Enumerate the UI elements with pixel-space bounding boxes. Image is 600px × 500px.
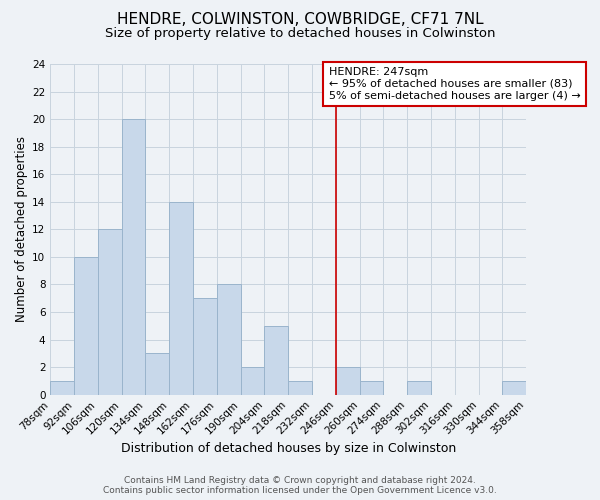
Bar	[193, 298, 217, 394]
X-axis label: Distribution of detached houses by size in Colwinston: Distribution of detached houses by size …	[121, 442, 456, 455]
Bar	[359, 381, 383, 394]
Bar	[217, 284, 241, 395]
Y-axis label: Number of detached properties: Number of detached properties	[15, 136, 28, 322]
Bar	[288, 381, 312, 394]
Bar	[265, 326, 288, 394]
Bar	[145, 354, 169, 395]
Bar	[50, 381, 74, 394]
Bar	[336, 367, 359, 394]
Bar	[98, 230, 122, 394]
Bar	[74, 257, 98, 394]
Text: Contains HM Land Registry data © Crown copyright and database right 2024.
Contai: Contains HM Land Registry data © Crown c…	[103, 476, 497, 495]
Bar	[169, 202, 193, 394]
Bar	[407, 381, 431, 394]
Bar	[241, 367, 265, 394]
Bar	[122, 119, 145, 394]
Text: HENDRE: 247sqm
← 95% of detached houses are smaller (83)
5% of semi-detached hou: HENDRE: 247sqm ← 95% of detached houses …	[329, 68, 580, 100]
Text: Size of property relative to detached houses in Colwinston: Size of property relative to detached ho…	[105, 28, 495, 40]
Text: HENDRE, COLWINSTON, COWBRIDGE, CF71 7NL: HENDRE, COLWINSTON, COWBRIDGE, CF71 7NL	[116, 12, 484, 28]
Bar	[502, 381, 526, 394]
